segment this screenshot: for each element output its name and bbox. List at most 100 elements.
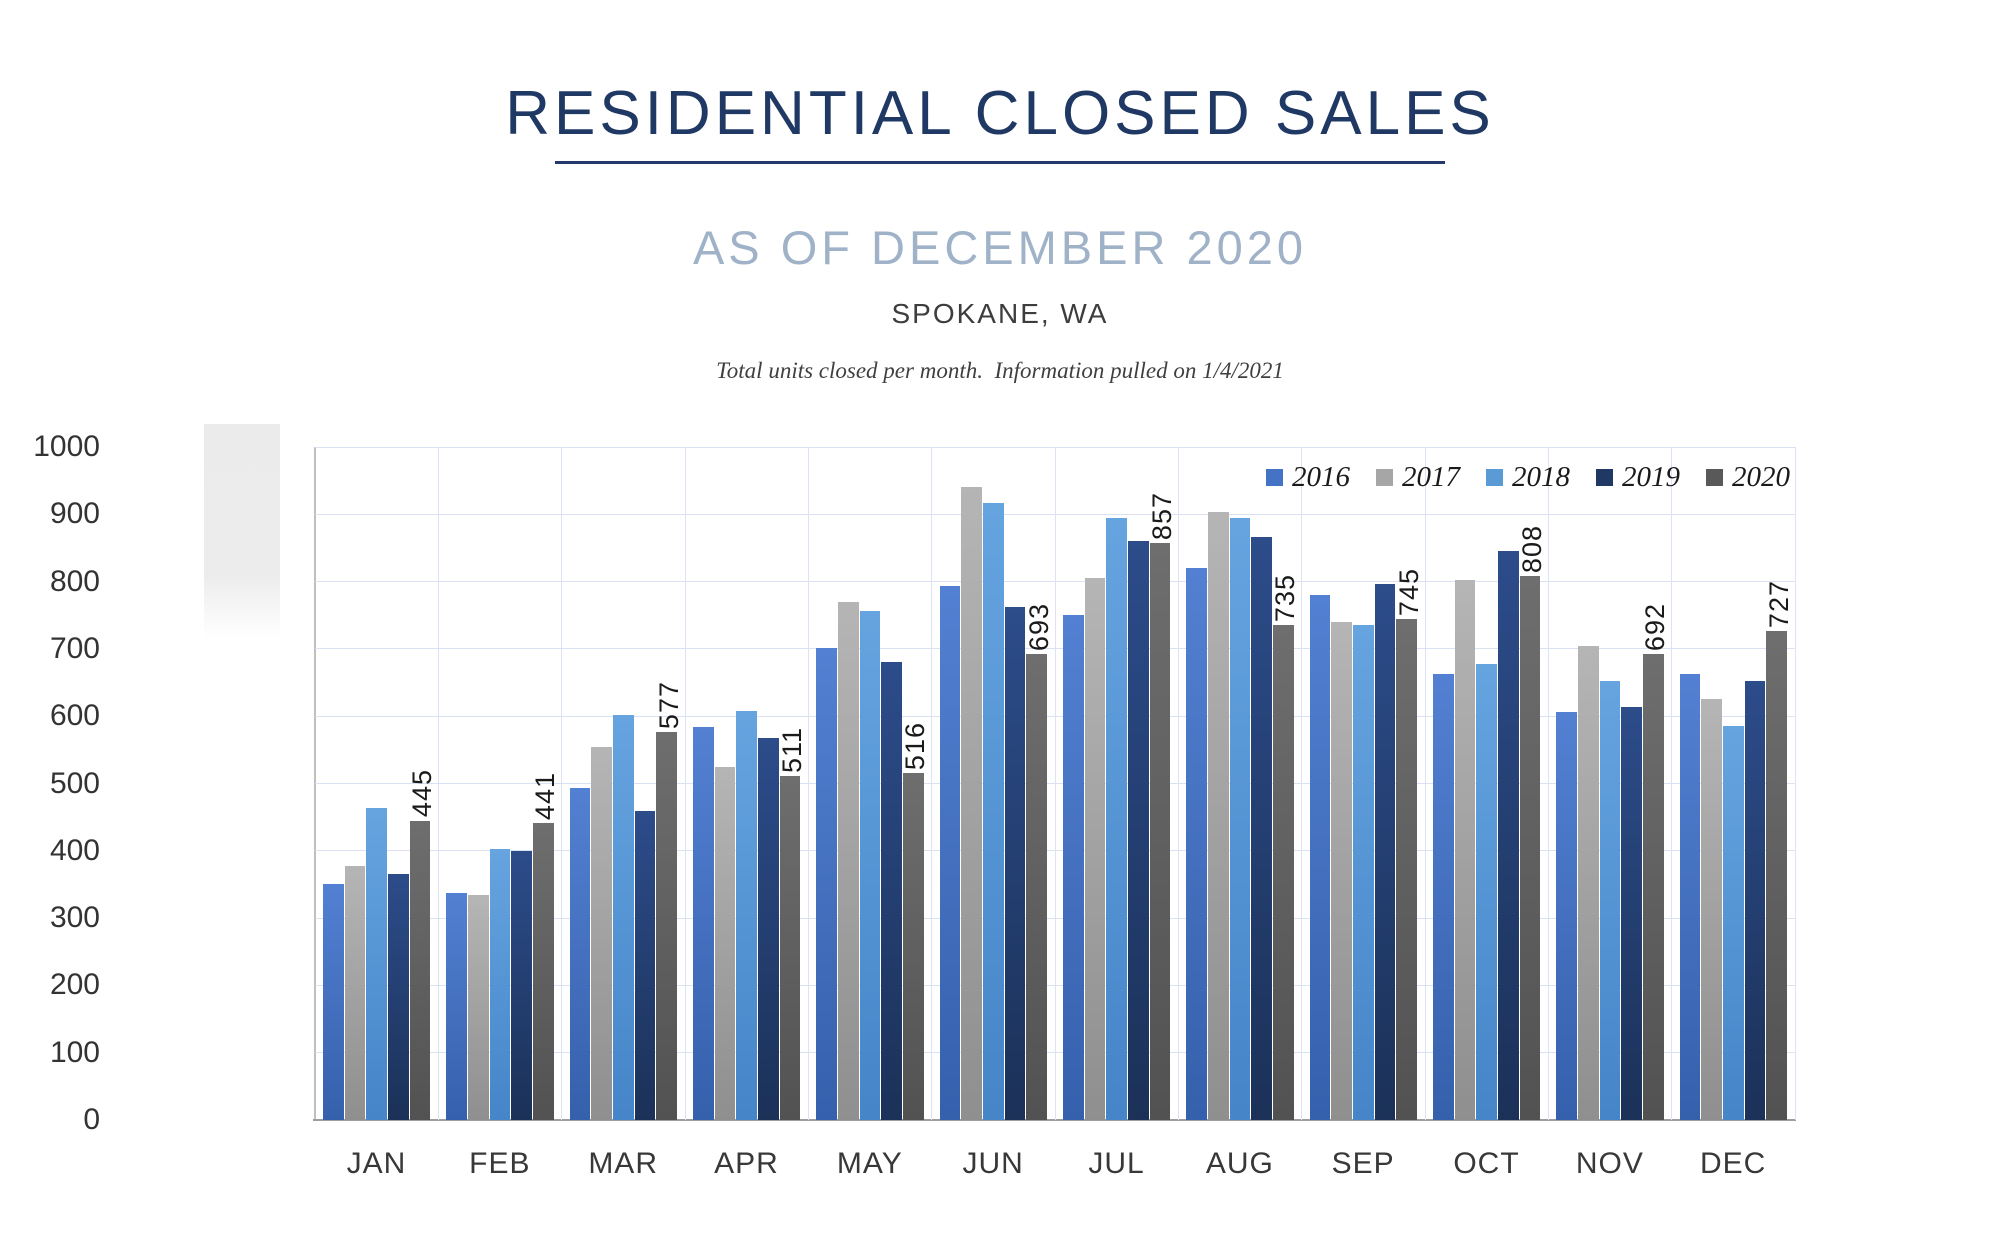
- bar-2018-oct: [1476, 663, 1498, 1120]
- legend-swatch-2019: [1596, 469, 1613, 486]
- gridline-x-2: [561, 447, 563, 1120]
- bar-2018-may: [859, 610, 881, 1120]
- bar-group-mar: 577: [562, 447, 685, 1120]
- bar-2020-jun: [1026, 653, 1048, 1120]
- bar-2017-dec: [1701, 698, 1722, 1120]
- legend-item-2018: 2018: [1486, 463, 1570, 492]
- bar-2020-feb: [533, 823, 554, 1120]
- bar-2017-sep: [1331, 621, 1352, 1120]
- x-tick-label-oct: OCT: [1453, 1147, 1520, 1180]
- bar-2019-aug: [1251, 536, 1273, 1120]
- bar-2020-may: [903, 772, 924, 1120]
- x-tick-label-jun: JUN: [962, 1147, 1024, 1180]
- bar-2016-dec: [1679, 673, 1701, 1120]
- bar-2019-jan: [388, 874, 409, 1120]
- bar-2018-jun: [982, 502, 1004, 1120]
- y-tick-label-700: 700: [49, 631, 100, 665]
- bar-2019-sep: [1374, 583, 1396, 1120]
- location-label: SPOKANE, WA: [891, 298, 1109, 329]
- legend-label-2020: 2020: [1732, 461, 1790, 493]
- gridline-x-11: [1671, 447, 1673, 1120]
- data-label-2020-may: 516: [900, 721, 931, 770]
- bar-2018-feb: [489, 849, 511, 1120]
- bar-group-dec: 727: [1672, 447, 1795, 1120]
- gridline-x-8: [1301, 447, 1303, 1120]
- x-tick-label-nov: NOV: [1575, 1147, 1644, 1180]
- gridline-x-5: [931, 447, 933, 1120]
- x-tick-label-may: MAY: [836, 1147, 903, 1180]
- bar-2018-dec: [1722, 725, 1744, 1120]
- gridline-x-6: [1054, 447, 1056, 1120]
- bar-group-jul: 857: [1055, 447, 1178, 1120]
- data-label-2020-mar: 577: [653, 680, 684, 729]
- bar-2020-dec: [1766, 630, 1788, 1120]
- bar-2016-jul: [1062, 614, 1084, 1120]
- x-tick-label-sep: SEP: [1331, 1147, 1395, 1180]
- y-tick-label-200: 200: [49, 968, 100, 1002]
- gridline-x-7: [1177, 447, 1179, 1120]
- gridline-x-1: [437, 447, 439, 1120]
- y-tick-label-300: 300: [49, 901, 100, 935]
- bar-2018-aug: [1229, 517, 1251, 1120]
- bar-2017-feb: [467, 895, 489, 1120]
- page-edge-artifact: [204, 424, 280, 639]
- bar-group-nov: 692: [1548, 447, 1671, 1120]
- bar-2016-jun: [939, 586, 961, 1120]
- bar-2018-jan: [366, 808, 388, 1120]
- y-tick-label-100: 100: [49, 1035, 100, 1069]
- bar-2020-mar: [656, 731, 678, 1120]
- bar-2020-sep: [1396, 618, 1418, 1120]
- x-tick-label-mar: MAR: [588, 1147, 658, 1180]
- page-subtitle: AS OF DECEMBER 2020: [692, 221, 1308, 274]
- x-tick-label-dec: DEC: [1699, 1147, 1767, 1180]
- y-tick-label-500: 500: [49, 766, 100, 800]
- bar-2019-oct: [1498, 551, 1519, 1120]
- legend-swatch-2018: [1486, 469, 1503, 486]
- legend-label-2019: 2019: [1622, 461, 1680, 493]
- bar-2018-sep: [1352, 625, 1374, 1120]
- legend-item-2017: 2017: [1376, 463, 1460, 492]
- bar-2017-jan: [344, 866, 366, 1120]
- bar-2016-nov: [1556, 711, 1577, 1120]
- legend-label-2016: 2016: [1292, 461, 1350, 493]
- bar-2016-mar: [569, 787, 591, 1120]
- gridline-x-9: [1424, 447, 1426, 1120]
- bar-2020-jul: [1149, 543, 1171, 1120]
- bar-2016-aug: [1186, 568, 1207, 1120]
- data-label-2020-jun: 693: [1023, 602, 1054, 651]
- bar-group-feb: 441: [438, 447, 561, 1120]
- bar-group-sep: 745: [1302, 447, 1425, 1120]
- bar-2017-may: [837, 601, 859, 1120]
- y-tick-label-400: 400: [49, 833, 100, 867]
- data-label-2020-oct: 808: [1517, 525, 1547, 574]
- bar-2018-mar: [612, 714, 634, 1120]
- title-underline: [555, 161, 1445, 164]
- legend-swatch-2020: [1706, 469, 1723, 486]
- data-label-2020-jan: 445: [407, 769, 437, 818]
- y-tick-label-1000: 1000: [33, 430, 100, 463]
- x-tick-label-feb: FEB: [469, 1147, 531, 1180]
- bar-2019-jun: [1004, 606, 1026, 1120]
- bar-2017-apr: [714, 767, 736, 1120]
- bar-2019-nov: [1621, 707, 1643, 1120]
- bar-2019-jul: [1128, 540, 1149, 1120]
- bar-2016-oct: [1432, 673, 1454, 1120]
- x-tick-label-jan: JAN: [346, 1147, 407, 1180]
- bar-2020-apr: [779, 776, 801, 1120]
- bar-2016-sep: [1309, 595, 1331, 1120]
- y-tick-label-600: 600: [49, 699, 100, 733]
- data-label-2020-apr: 511: [777, 727, 807, 774]
- bar-2017-jul: [1084, 578, 1106, 1120]
- gridline-x-4: [807, 447, 809, 1120]
- legend-swatch-2017: [1376, 469, 1393, 486]
- x-tick-label-apr: APR: [714, 1147, 779, 1180]
- bar-group-aug: 735: [1178, 447, 1301, 1120]
- bar-2017-mar: [591, 747, 612, 1120]
- bar-2020-nov: [1643, 654, 1664, 1120]
- bar-2019-feb: [511, 850, 533, 1120]
- bar-2016-may: [816, 648, 837, 1120]
- bar-2017-jun: [961, 486, 982, 1120]
- bar-2017-nov: [1577, 646, 1599, 1120]
- bar-chart-plot-area: 0 100 200 300 400 500 600 700 800 900 1000 445 JAN 44…: [33, 432, 1796, 1180]
